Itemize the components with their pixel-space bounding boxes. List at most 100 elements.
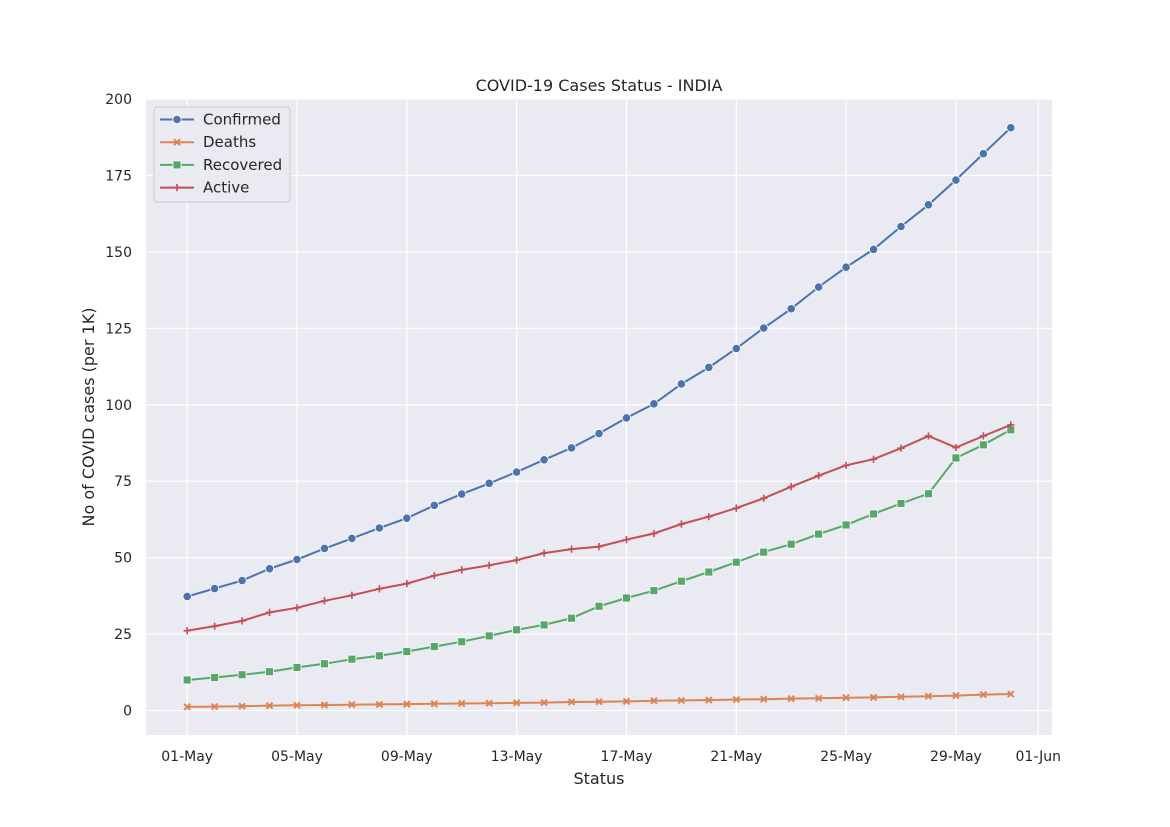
data-point-confirmed: [292, 554, 302, 565]
data-point-active: [787, 483, 795, 491]
x-tick-label: 13-May: [491, 749, 543, 765]
y-axis-title: No of COVID cases (per 1K): [79, 308, 98, 527]
data-point-recovered: [594, 601, 604, 611]
data-point-recovered: [676, 576, 686, 586]
data-point-deaths: [814, 694, 823, 703]
series-deaths: [183, 690, 1015, 711]
y-tick-label: 100: [105, 398, 132, 414]
data-point-deaths: [485, 699, 493, 707]
x-axis-ticks: 01-May 05-May 09-May 13-May 17-May 21-May 25-M…: [161, 749, 1061, 765]
data-point-recovered: [237, 670, 247, 680]
data-point-deaths: [897, 693, 905, 701]
data-point-confirmed: [539, 455, 549, 465]
data-point-deaths: [705, 696, 713, 704]
data-point-deaths: [375, 700, 384, 709]
data-point-recovered: [814, 529, 824, 539]
data-point-recovered: [374, 651, 384, 661]
data-point-deaths: [842, 693, 850, 702]
y-tick-label: 25: [114, 627, 132, 643]
x-tick-label: 25-May: [820, 749, 872, 765]
data-point-recovered: [704, 567, 714, 577]
y-tick-label: 175: [105, 168, 132, 184]
data-point-active: [650, 529, 658, 538]
data-point-recovered: [649, 586, 659, 596]
data-point-active: [760, 494, 768, 502]
data-point-active: [732, 504, 740, 512]
data-point-confirmed: [814, 282, 824, 292]
data-point-active: [375, 585, 383, 593]
data-point-confirmed: [896, 221, 906, 232]
y-axis-ticks: 0 25 50 75 100 125 150 175 200: [105, 92, 132, 720]
data-point-active: [979, 432, 987, 440]
x-tick-label: 29-May: [930, 749, 982, 765]
data-point-deaths: [348, 701, 356, 709]
data-point-recovered: [841, 520, 851, 530]
data-point-active: [293, 604, 301, 612]
data-point-active: [924, 432, 933, 440]
data-point-deaths: [567, 698, 576, 706]
data-point-active: [238, 617, 246, 625]
data-point-confirmed: [786, 304, 796, 314]
data-point-active: [677, 520, 685, 528]
data-point-deaths: [869, 693, 878, 702]
data-point-recovered: [951, 453, 961, 463]
data-point-confirmed: [319, 543, 330, 554]
x-tick-label: 17-May: [601, 749, 653, 765]
data-point-active: [211, 622, 219, 630]
data-point-deaths: [732, 695, 740, 704]
data-point-confirmed: [374, 523, 384, 533]
data-point-recovered: [978, 440, 988, 450]
data-point-confirmed: [566, 443, 577, 453]
legend-marker-recovered: [172, 160, 182, 170]
data-point-confirmed: [923, 200, 934, 210]
data-point-active: [952, 443, 960, 452]
data-point-confirmed: [621, 413, 632, 423]
chart-title: COVID-19 Cases Status - INDIA: [476, 76, 723, 95]
legend-box: [153, 106, 291, 203]
data-point-recovered: [896, 499, 906, 508]
y-tick-label: 0: [123, 704, 132, 720]
legend-label-active: Active: [203, 179, 249, 197]
data-point-confirmed: [457, 489, 467, 499]
data-point-active: [869, 455, 878, 463]
data-point-confirmed: [759, 323, 769, 333]
data-point-recovered: [265, 667, 274, 677]
data-point-deaths: [238, 702, 246, 710]
x-tick-label: 09-May: [381, 749, 433, 765]
data-point-deaths: [540, 698, 548, 707]
data-point-recovered: [924, 489, 933, 499]
data-point-recovered: [731, 557, 741, 567]
y-tick-label: 50: [114, 551, 132, 567]
data-point-recovered: [567, 613, 576, 623]
data-point-active: [183, 627, 191, 635]
data-point-confirmed: [676, 379, 686, 389]
series-active: [183, 421, 1015, 635]
x-tick-label: 01-Jun: [1016, 749, 1062, 765]
data-point-recovered: [457, 637, 467, 647]
data-point-deaths: [320, 701, 329, 709]
data-point-confirmed: [978, 149, 988, 159]
data-point-deaths: [210, 702, 219, 711]
data-point-recovered: [320, 659, 329, 669]
data-point-confirmed: [704, 362, 714, 373]
data-point-active: [595, 543, 603, 551]
series: [182, 123, 1016, 711]
legend-label-recovered: Recovered: [203, 156, 282, 174]
data-point-recovered: [402, 647, 412, 656]
data-point-deaths: [952, 691, 960, 700]
data-point-deaths: [183, 703, 191, 711]
legend-marker-deaths: [173, 138, 181, 146]
series-recovered: [182, 425, 1016, 685]
data-point-active: [622, 536, 631, 544]
series-confirmed: [182, 123, 1016, 602]
data-point-confirmed: [182, 591, 192, 602]
data-point-deaths: [293, 701, 301, 710]
data-point-active: [1007, 421, 1015, 429]
data-point-confirmed: [951, 175, 961, 185]
data-point-active: [430, 572, 438, 580]
data-point-active: [705, 513, 713, 521]
data-point-active: [513, 556, 521, 564]
y-tick-label: 150: [105, 245, 132, 261]
data-point-deaths: [924, 692, 933, 700]
